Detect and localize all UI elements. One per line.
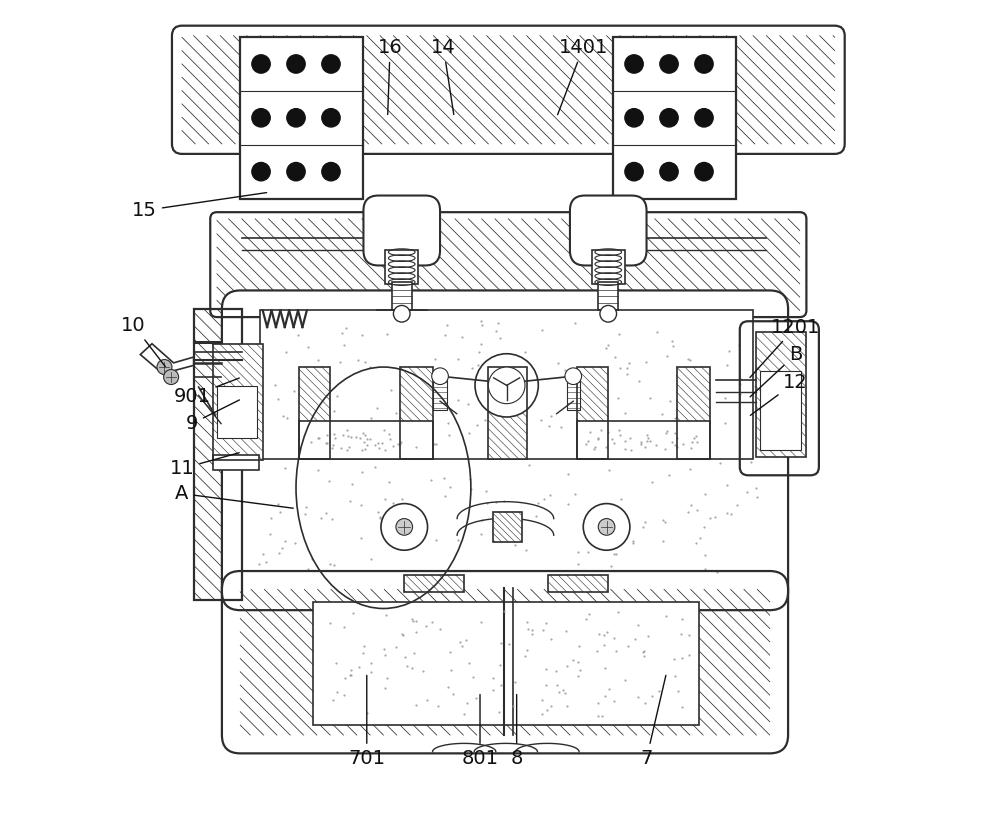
Bar bbox=[756, 332, 806, 457]
FancyBboxPatch shape bbox=[210, 212, 806, 317]
Circle shape bbox=[695, 55, 713, 73]
Bar bbox=[493, 512, 522, 542]
Bar bbox=[548, 575, 608, 592]
Text: 9: 9 bbox=[186, 400, 239, 433]
Text: 15: 15 bbox=[132, 193, 267, 220]
Bar bbox=[213, 455, 259, 470]
Circle shape bbox=[287, 108, 305, 127]
Circle shape bbox=[396, 519, 413, 535]
Bar bbox=[240, 38, 363, 198]
Bar bbox=[385, 250, 418, 284]
Circle shape bbox=[157, 359, 172, 374]
Bar bbox=[404, 575, 464, 592]
Circle shape bbox=[660, 108, 678, 127]
Circle shape bbox=[252, 55, 270, 73]
Bar bbox=[756, 332, 806, 457]
Bar bbox=[577, 367, 608, 459]
Bar bbox=[488, 367, 527, 459]
Bar bbox=[313, 602, 699, 725]
FancyBboxPatch shape bbox=[363, 195, 440, 265]
Bar bbox=[567, 380, 580, 409]
Bar bbox=[194, 309, 242, 600]
FancyBboxPatch shape bbox=[222, 290, 788, 610]
Bar bbox=[613, 38, 736, 198]
Text: 10: 10 bbox=[121, 316, 165, 366]
Circle shape bbox=[695, 163, 713, 181]
FancyBboxPatch shape bbox=[172, 26, 845, 154]
Bar bbox=[213, 344, 263, 460]
Circle shape bbox=[322, 55, 340, 73]
Bar bbox=[592, 250, 625, 284]
Bar bbox=[577, 421, 710, 459]
Circle shape bbox=[475, 354, 538, 417]
Circle shape bbox=[565, 368, 582, 384]
Circle shape bbox=[432, 368, 448, 384]
Bar bbox=[577, 367, 608, 459]
Bar bbox=[404, 575, 464, 592]
Circle shape bbox=[625, 55, 643, 73]
Text: 7: 7 bbox=[640, 676, 666, 768]
Bar bbox=[488, 367, 527, 459]
Circle shape bbox=[381, 504, 428, 550]
Bar bbox=[260, 310, 753, 459]
Circle shape bbox=[322, 108, 340, 127]
Text: 16: 16 bbox=[378, 38, 402, 114]
Bar bbox=[299, 421, 433, 459]
Circle shape bbox=[252, 108, 270, 127]
Bar bbox=[433, 380, 447, 409]
FancyBboxPatch shape bbox=[570, 195, 647, 265]
Circle shape bbox=[695, 108, 713, 127]
Bar bbox=[299, 367, 330, 459]
Text: 8: 8 bbox=[510, 695, 523, 768]
Circle shape bbox=[393, 305, 410, 322]
Text: 701: 701 bbox=[348, 676, 385, 768]
Text: 1201: 1201 bbox=[750, 318, 820, 378]
Bar bbox=[677, 367, 710, 459]
Text: 801: 801 bbox=[462, 695, 499, 768]
Text: 1401: 1401 bbox=[558, 38, 608, 114]
Circle shape bbox=[287, 55, 305, 73]
Bar bbox=[677, 367, 710, 459]
Circle shape bbox=[287, 163, 305, 181]
Circle shape bbox=[488, 367, 525, 404]
Bar bbox=[598, 282, 618, 310]
Bar bbox=[392, 282, 412, 310]
Circle shape bbox=[322, 163, 340, 181]
Circle shape bbox=[660, 163, 678, 181]
Bar bbox=[548, 575, 608, 592]
Text: 14: 14 bbox=[431, 38, 456, 114]
Text: 12: 12 bbox=[750, 373, 808, 415]
Circle shape bbox=[583, 504, 630, 550]
FancyBboxPatch shape bbox=[222, 571, 788, 753]
Text: 11: 11 bbox=[170, 453, 239, 478]
Circle shape bbox=[252, 163, 270, 181]
Circle shape bbox=[625, 163, 643, 181]
Bar bbox=[217, 386, 257, 438]
Bar bbox=[194, 309, 242, 600]
Circle shape bbox=[164, 369, 179, 384]
Bar bbox=[213, 344, 263, 460]
Polygon shape bbox=[140, 344, 194, 374]
Bar bbox=[760, 371, 801, 450]
Bar bbox=[400, 367, 433, 459]
Circle shape bbox=[598, 519, 615, 535]
Text: A: A bbox=[175, 484, 293, 508]
Text: B: B bbox=[750, 345, 802, 397]
Bar bbox=[299, 367, 330, 459]
Circle shape bbox=[625, 108, 643, 127]
Bar bbox=[400, 367, 433, 459]
Text: 901: 901 bbox=[173, 378, 239, 405]
Circle shape bbox=[600, 305, 617, 322]
Circle shape bbox=[660, 55, 678, 73]
